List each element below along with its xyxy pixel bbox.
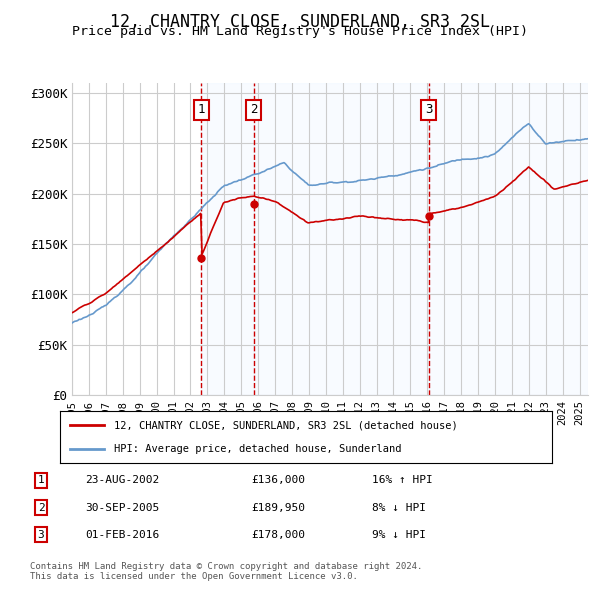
Text: £136,000: £136,000: [251, 476, 305, 486]
Bar: [429, 83, 588, 395]
Bar: [202, 83, 254, 395]
Text: 30-SEP-2005: 30-SEP-2005: [85, 503, 160, 513]
Text: £189,950: £189,950: [251, 503, 305, 513]
Text: 12, CHANTRY CLOSE, SUNDERLAND, SR3 2SL (detached house): 12, CHANTRY CLOSE, SUNDERLAND, SR3 2SL (…: [114, 420, 458, 430]
Text: 1: 1: [197, 103, 205, 116]
Text: 1: 1: [38, 476, 44, 486]
Text: 2: 2: [38, 503, 44, 513]
Text: £178,000: £178,000: [251, 530, 305, 540]
Text: Price paid vs. HM Land Registry's House Price Index (HPI): Price paid vs. HM Land Registry's House …: [72, 25, 528, 38]
Text: 8% ↓ HPI: 8% ↓ HPI: [372, 503, 426, 513]
Point: [249, 199, 259, 208]
Point: [424, 211, 434, 221]
Text: 9% ↓ HPI: 9% ↓ HPI: [372, 530, 426, 540]
Text: Contains HM Land Registry data © Crown copyright and database right 2024.
This d: Contains HM Land Registry data © Crown c…: [30, 562, 422, 581]
Text: 23-AUG-2002: 23-AUG-2002: [85, 476, 160, 486]
Point: [197, 253, 206, 263]
Text: 16% ↑ HPI: 16% ↑ HPI: [372, 476, 433, 486]
Text: 2: 2: [250, 103, 257, 116]
Text: 3: 3: [38, 530, 44, 540]
Text: 01-FEB-2016: 01-FEB-2016: [85, 530, 160, 540]
Text: 3: 3: [425, 103, 433, 116]
Text: HPI: Average price, detached house, Sunderland: HPI: Average price, detached house, Sund…: [114, 444, 401, 454]
Bar: [254, 83, 429, 395]
Text: 12, CHANTRY CLOSE, SUNDERLAND, SR3 2SL: 12, CHANTRY CLOSE, SUNDERLAND, SR3 2SL: [110, 13, 490, 31]
